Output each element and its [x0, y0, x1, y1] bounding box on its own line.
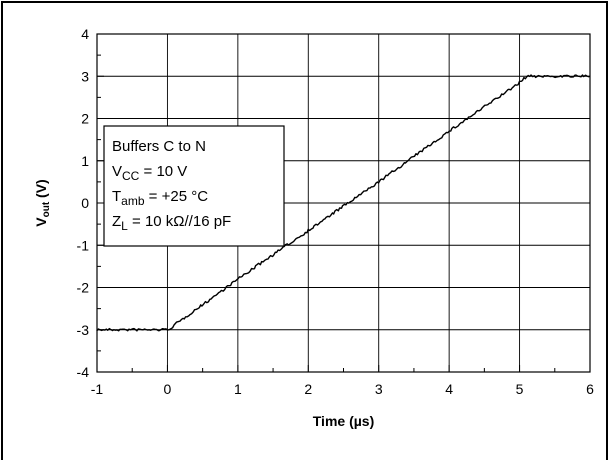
x-tick-label: 6: [586, 381, 594, 397]
condition-line-4-rest: = 10 kΩ//16 pF: [128, 213, 231, 230]
y-axis-title-main: V: [33, 217, 49, 227]
x-tick-label: 0: [164, 381, 172, 397]
y-axis-title-unit: (V): [33, 179, 49, 202]
x-tick-label: 4: [445, 381, 453, 397]
y-tick-label: 1: [81, 153, 89, 169]
condition-line-2-rest: = 10 V: [139, 163, 187, 180]
y-axis-title-sub: out: [41, 201, 52, 217]
y-tick-label: 2: [81, 111, 89, 127]
svg-text:ZL = 10 kΩ//16 pF: ZL = 10 kΩ//16 pF: [112, 213, 231, 233]
condition-line-2-sub: CC: [122, 169, 140, 183]
svg-text:VCC = 10 V: VCC = 10 V: [112, 163, 187, 183]
y-tick-label: -3: [77, 322, 90, 338]
y-axis-title: Vout (V): [33, 179, 52, 226]
condition-line-3-sub: amb: [121, 194, 145, 208]
condition-line-1-main: Buffers C to N: [112, 138, 206, 155]
condition-line-4-main: Z: [112, 213, 121, 230]
x-tick-label: 5: [516, 381, 524, 397]
condition-line-3-rest: = +25 °C: [145, 188, 209, 205]
svg-text:Tamb = +25 °C: Tamb = +25 °C: [112, 188, 208, 208]
y-tick-label: 3: [81, 68, 89, 84]
y-tick-label: -2: [77, 280, 90, 296]
svg-text:Buffers C to N: Buffers C to N: [112, 138, 206, 155]
series-line: [96, 74, 591, 332]
x-axis: -1 0 1 2 3 4 5 6: [91, 365, 594, 397]
y-tick-label: 0: [81, 195, 89, 211]
condition-line-2-main: V: [112, 163, 122, 180]
x-tick-label: 3: [375, 381, 383, 397]
x-tick-label: -1: [91, 381, 104, 397]
y-axis: 4 3 2 1 0 -1 -2 -3 -4: [77, 26, 104, 380]
x-tick-label: 1: [234, 381, 242, 397]
x-axis-title: Time (µs): [313, 413, 375, 429]
y-tick-label: 4: [81, 26, 89, 42]
conditions-box-border: [103, 125, 285, 247]
condition-line-4-sub: L: [121, 219, 128, 233]
x-tick-label: 2: [304, 381, 312, 397]
y-tick-label: -1: [77, 237, 90, 253]
conditions-box: Buffers C to N VCC = 10 V Tamb = +25 °C …: [103, 125, 285, 247]
svg-text:Vout (V): Vout (V): [33, 179, 52, 226]
series-layer: [96, 74, 591, 332]
condition-line-3-main: T: [112, 188, 121, 205]
y-tick-label: -4: [77, 364, 90, 380]
